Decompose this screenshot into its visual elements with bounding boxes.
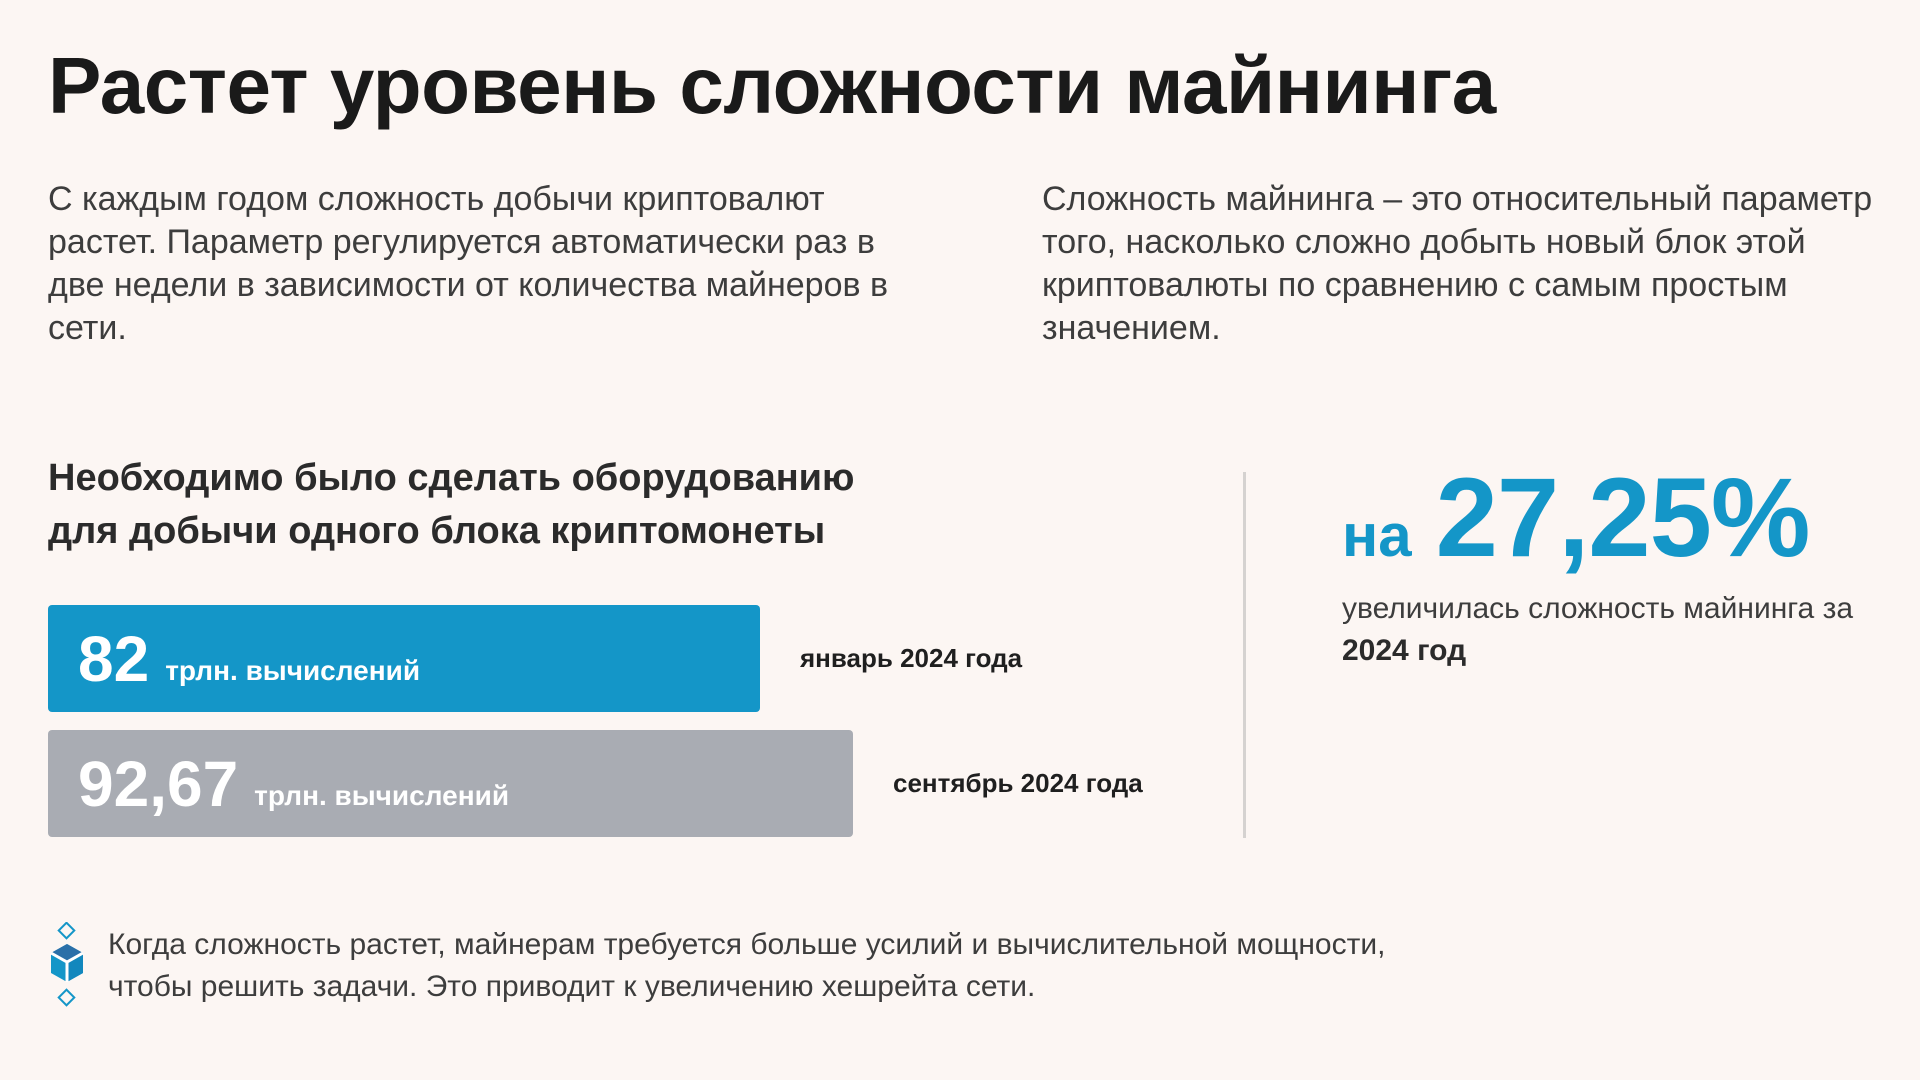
stat-block: на 27,25% увеличилась сложность майнинга …	[1342, 462, 1882, 672]
difficulty-bar-chart: 82 трлн. вычислений январь 2024 года 92,67 т…	[48, 605, 1188, 840]
stat-headline: на 27,25%	[1342, 462, 1882, 574]
intro-text-left: С каждым годом сложность добычи криптова…	[48, 180, 889, 347]
intro-text-right: Сложность майнинга – это относительный п…	[1042, 180, 1873, 347]
bar-unit-label: трлн. вычислений	[254, 779, 510, 811]
chart-bar: 82 трлн. вычислений	[48, 605, 760, 712]
stat-prefix: на	[1342, 502, 1412, 569]
chart-title: Необходимо было сделать оборудованию для…	[48, 457, 855, 552]
bar-category-label: январь 2024 года	[800, 643, 1023, 673]
stat-value: 27,25%	[1435, 455, 1811, 580]
bar-unit-label: трлн. вычислений	[165, 654, 421, 686]
stat-caption: увеличилась сложность майнинга за 2024 г…	[1342, 588, 1882, 672]
bar-category-label: сентябрь 2024 года	[893, 768, 1143, 798]
vertical-divider	[1243, 472, 1246, 838]
stat-caption-text: увеличилась сложность майнинга за	[1342, 592, 1854, 625]
footnote-text: Когда сложность растет, майнерам требует…	[108, 928, 1386, 1003]
stat-caption-year: 2024 год	[1342, 634, 1467, 667]
page-title: Растет уровень сложности майнинга	[48, 41, 1496, 130]
cube-icon	[50, 922, 84, 1007]
chart-bar: 92,67 трлн. вычислений	[48, 730, 853, 837]
footnote: Когда сложность растет, майнерам требует…	[48, 918, 1468, 1014]
bar-value-label: 82	[78, 622, 150, 695]
bar-value-label: 92,67	[78, 747, 239, 820]
